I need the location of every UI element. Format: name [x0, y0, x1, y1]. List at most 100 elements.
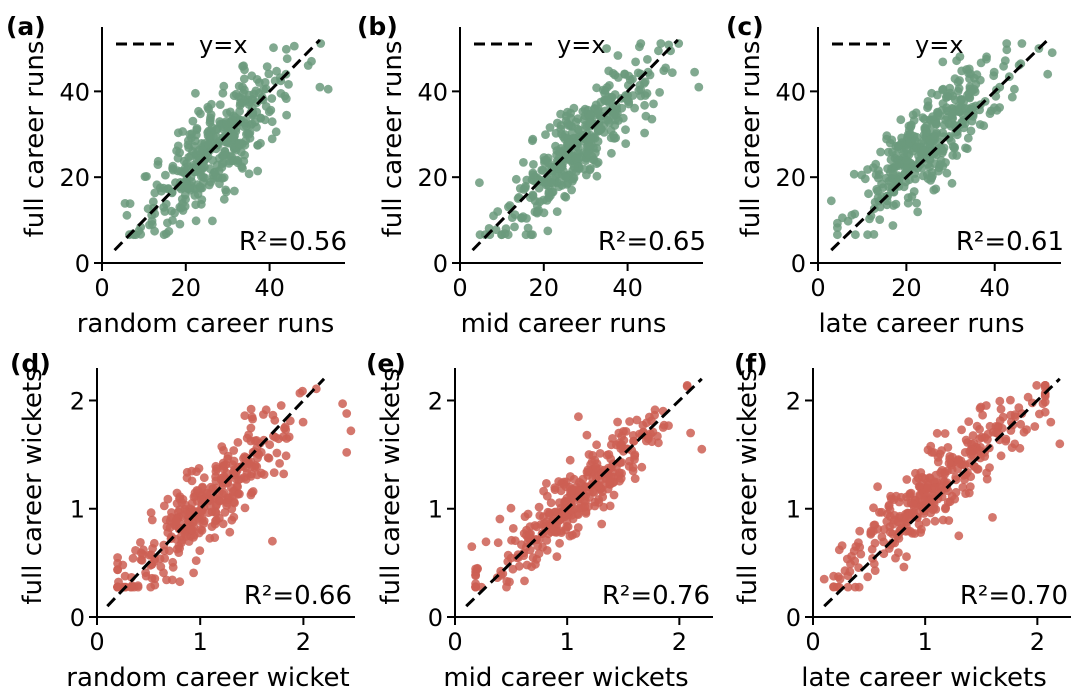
data-point — [961, 435, 971, 445]
data-point — [261, 405, 271, 415]
data-point — [205, 533, 215, 543]
data-point — [954, 531, 964, 541]
data-point — [268, 536, 277, 546]
y-axis-label: full career runs — [736, 41, 766, 238]
data-point — [542, 491, 552, 501]
data-point — [187, 476, 197, 486]
data-point — [188, 116, 198, 126]
data-point — [197, 195, 207, 205]
x-tick-label: 2 — [672, 628, 687, 656]
data-point — [586, 118, 595, 128]
data-point — [186, 151, 196, 161]
data-point — [912, 198, 921, 208]
data-point — [843, 582, 853, 592]
data-point — [493, 207, 503, 216]
data-point — [218, 88, 228, 98]
data-point — [569, 173, 579, 183]
data-point — [188, 525, 197, 535]
data-point — [963, 133, 973, 143]
data-point — [218, 159, 227, 169]
data-point — [175, 148, 185, 158]
data-point — [307, 56, 316, 66]
data-point — [259, 470, 269, 479]
data-point — [563, 107, 572, 117]
y-axis-label: full career wickets — [376, 368, 406, 604]
data-point — [586, 164, 595, 173]
data-point — [266, 105, 276, 115]
data-point — [218, 458, 228, 468]
data-point — [148, 197, 158, 207]
data-point — [284, 80, 293, 89]
data-point — [172, 499, 182, 508]
data-point — [234, 139, 244, 149]
data-point — [170, 208, 180, 218]
data-point — [191, 556, 201, 565]
data-point — [870, 566, 880, 575]
data-point — [215, 100, 225, 109]
data-point — [342, 448, 352, 457]
data-point — [222, 498, 232, 508]
data-point — [208, 484, 218, 493]
data-point — [847, 210, 857, 220]
data-point — [184, 184, 193, 194]
data-point — [152, 180, 162, 190]
data-point — [264, 69, 274, 79]
scatter-points — [113, 384, 356, 592]
data-point — [543, 226, 553, 236]
data-point — [617, 440, 626, 449]
data-point — [872, 184, 882, 194]
data-point — [565, 531, 575, 541]
data-point — [869, 503, 878, 513]
x-tick-label: 0 — [805, 628, 820, 656]
data-point — [208, 216, 217, 226]
data-point — [918, 496, 928, 505]
data-point — [1043, 69, 1053, 79]
data-point — [180, 166, 190, 176]
data-point — [929, 185, 939, 195]
data-point — [934, 483, 944, 492]
data-point — [507, 535, 516, 545]
data-point — [245, 128, 255, 138]
data-point — [168, 216, 177, 225]
data-point — [606, 126, 616, 135]
data-point — [181, 510, 191, 519]
scatter-points — [826, 39, 1057, 240]
data-point — [200, 162, 209, 172]
data-point — [609, 134, 619, 143]
data-point — [640, 100, 649, 110]
data-point — [972, 70, 982, 80]
data-point — [125, 199, 135, 209]
data-point — [914, 519, 924, 529]
data-point — [1002, 39, 1012, 48]
data-point — [282, 54, 292, 64]
y-axis-label: full career runs — [378, 41, 408, 238]
data-point — [475, 178, 484, 188]
x-tick-label: 0 — [89, 628, 104, 656]
data-point — [272, 448, 282, 458]
y-tick-label: 2 — [70, 387, 85, 415]
data-point — [631, 57, 640, 67]
data-point — [989, 71, 999, 81]
data-point — [628, 74, 637, 84]
data-point — [171, 516, 181, 526]
data-point — [613, 417, 622, 427]
data-point — [850, 556, 860, 566]
data-point — [926, 495, 936, 505]
data-point — [517, 213, 526, 223]
data-point — [545, 123, 555, 132]
data-point — [918, 113, 928, 122]
data-point — [835, 574, 845, 584]
data-point — [593, 137, 603, 146]
data-point — [175, 219, 185, 229]
data-point — [578, 503, 588, 513]
data-point — [203, 102, 213, 112]
data-point — [251, 86, 261, 96]
data-point — [647, 114, 657, 124]
x-axis-label: mid career runs — [461, 309, 667, 339]
data-point — [888, 170, 898, 179]
reference-line — [113, 38, 321, 252]
data-point — [113, 582, 122, 592]
data-point — [161, 229, 171, 239]
data-point — [264, 453, 274, 463]
data-point — [253, 140, 263, 150]
